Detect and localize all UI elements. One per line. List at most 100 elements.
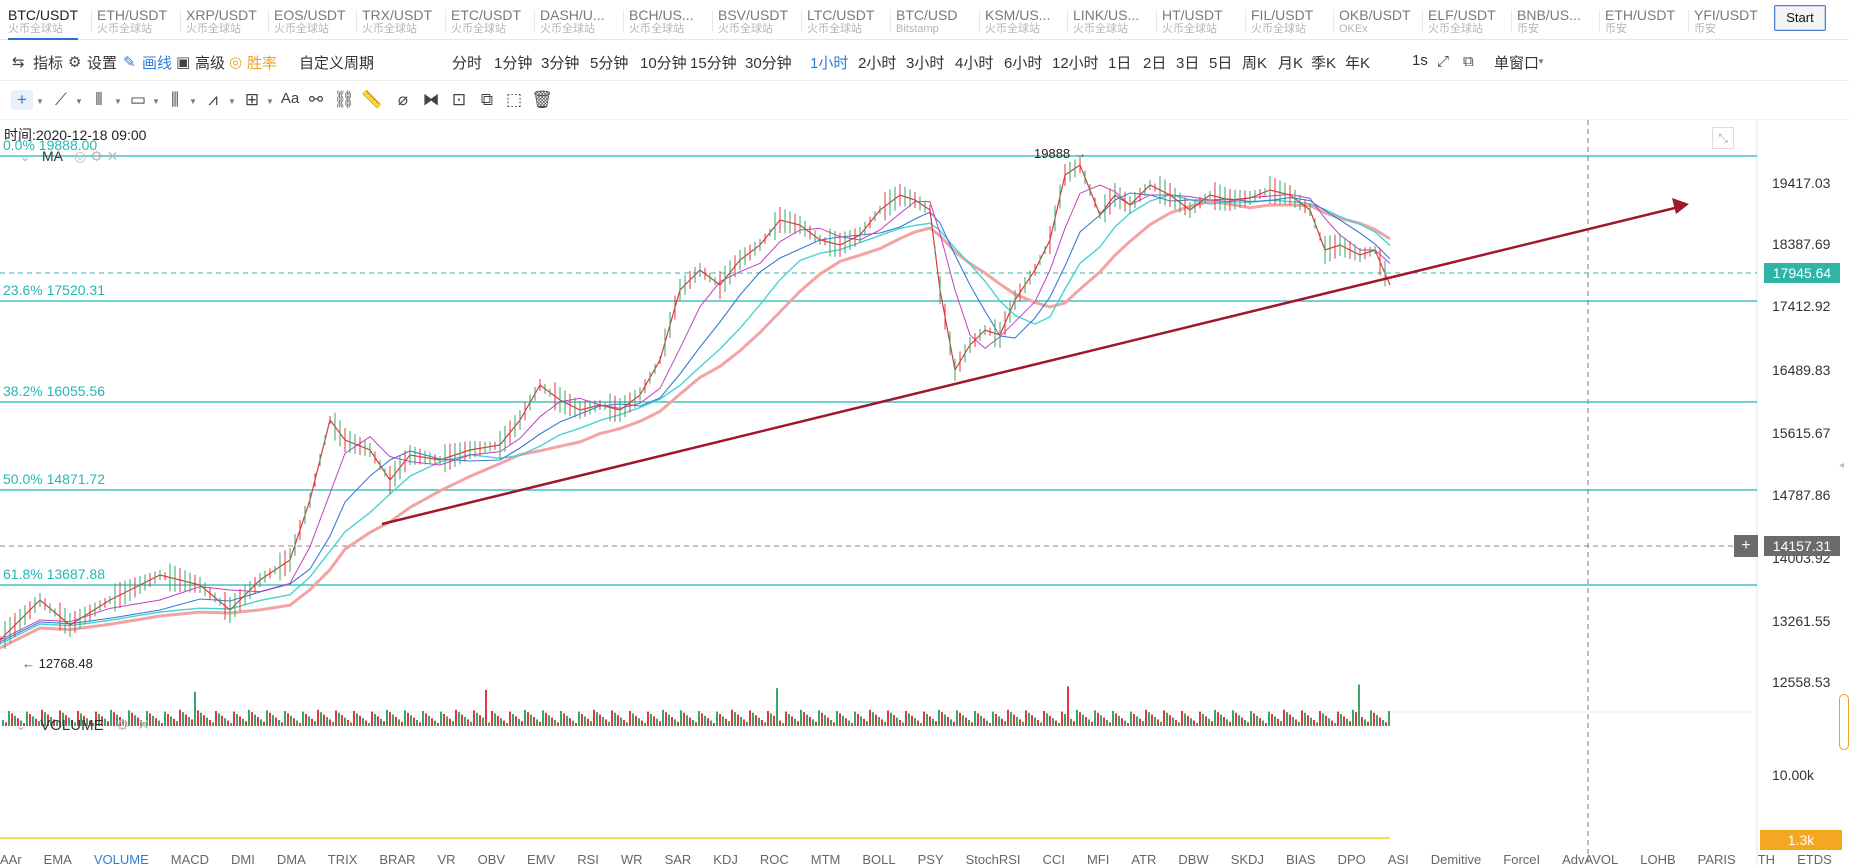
winrate-button[interactable]: 胜率 <box>247 55 278 72</box>
pair-tab[interactable]: ELF/USDT 火币全球站 <box>1428 0 1496 40</box>
indicator-tab[interactable]: PARIS <box>1697 852 1736 865</box>
indicator-tab[interactable]: LOHB <box>1640 852 1676 865</box>
rectangle-icon[interactable]: ▭ <box>129 90 147 109</box>
indicator-tab[interactable]: EMA <box>43 852 72 865</box>
period-option[interactable]: 6小时 <box>1004 55 1043 72</box>
start-button[interactable]: Start <box>1774 5 1826 31</box>
trendline-icon[interactable]: ⟋ <box>55 90 67 109</box>
pair-tab[interactable]: YFI/USDT 币安 <box>1694 0 1758 40</box>
chevron-down-icon[interactable]: ⌄ <box>20 150 31 164</box>
indicator-tab[interactable]: Demitive <box>1430 852 1482 865</box>
indicator-tab[interactable]: ETDS <box>1797 852 1832 865</box>
close-icon[interactable]: ✕ <box>106 148 119 164</box>
expand-icon[interactable]: ⤡ <box>1712 127 1734 149</box>
period-option[interactable]: 季K <box>1311 55 1337 72</box>
price-chart[interactable] <box>0 120 1849 865</box>
indicator-tab[interactable]: RSI <box>577 852 599 865</box>
parallel-lines-icon[interactable]: ⫴ <box>95 90 103 109</box>
pair-tab[interactable]: BTC/USD Bitstamp <box>896 0 957 40</box>
period-option[interactable]: 2日 <box>1143 55 1167 72</box>
pair-tab[interactable]: FIL/USDT 火币全球站 <box>1251 0 1313 40</box>
period-option[interactable]: 1小时 <box>810 55 849 72</box>
period-option[interactable]: 4小时 <box>955 55 994 72</box>
indicator-tab[interactable]: KDJ <box>713 852 738 865</box>
indicator-tab[interactable]: DBW <box>1178 852 1209 865</box>
trash-icon[interactable]: 🗑 <box>531 90 553 109</box>
add-alert-button[interactable]: + <box>1734 535 1758 557</box>
indicator-tab[interactable]: DPO <box>1337 852 1366 865</box>
pair-tab[interactable]: BCH/US... 火币全球站 <box>629 0 694 40</box>
indicator-tab[interactable]: AAr <box>0 852 22 865</box>
indicator-tab[interactable]: CCI <box>1042 852 1065 865</box>
lock-icon[interactable]: ⊡ <box>451 90 467 109</box>
period-option[interactable]: 5分钟 <box>590 55 629 72</box>
pair-tab[interactable]: EOS/USDT 火币全球站 <box>274 0 346 40</box>
indicator-tab[interactable]: TH <box>1757 852 1776 865</box>
period-option[interactable]: 12小时 <box>1052 55 1099 72</box>
pair-tab[interactable]: TRX/USDT 火币全球站 <box>362 0 432 40</box>
period-option[interactable]: 2小时 <box>858 55 897 72</box>
indicator-tab[interactable]: BRAR <box>379 852 416 865</box>
pair-tab[interactable]: OKB/USDT OKEx <box>1339 0 1411 40</box>
copy-icon[interactable]: ⧉ <box>480 90 494 109</box>
period-option[interactable]: 3分钟 <box>541 55 580 72</box>
pair-tab[interactable]: XRP/USDT 火币全球站 <box>186 0 257 40</box>
period-option[interactable]: 月K <box>1278 55 1304 72</box>
indicator-tab[interactable]: ASI <box>1387 852 1409 865</box>
gear-icon[interactable]: ⚙ <box>90 148 103 164</box>
text-icon[interactable]: Aa <box>280 90 300 107</box>
custom-period-select[interactable]: 自定义周期 <box>299 55 375 72</box>
advanced-button[interactable]: 高级 <box>195 55 226 72</box>
indicator-button[interactable]: 指标 <box>33 55 64 72</box>
pair-tab[interactable]: BSV/USDT 火币全球站 <box>718 0 788 40</box>
pair-tab[interactable]: ETH/USDT 币安 <box>1605 0 1675 40</box>
period-option[interactable]: 1日 <box>1108 55 1132 72</box>
pair-tab[interactable]: KSM/US... 火币全球站 <box>985 0 1050 40</box>
indicator-tab[interactable]: ATR <box>1131 852 1157 865</box>
gear-icon[interactable]: ⚙ <box>115 717 130 734</box>
period-option[interactable]: 年K <box>1345 55 1371 72</box>
eye-icon[interactable]: ◎ <box>74 148 87 164</box>
indicator-tab[interactable]: MFI <box>1086 852 1110 865</box>
close-icon[interactable]: ✕ <box>137 717 150 734</box>
period-option[interactable]: 3小时 <box>906 55 945 72</box>
popout-icon[interactable]: ⧉ <box>1463 53 1474 70</box>
indicator-tab[interactable]: ForceI <box>1503 852 1541 865</box>
period-option[interactable]: 10分钟 <box>640 55 687 72</box>
pair-tab[interactable]: DASH/U... 火币全球站 <box>540 0 605 40</box>
link-icon[interactable]: ⛓ <box>333 90 355 109</box>
settings-button[interactable]: 设置 <box>87 55 118 72</box>
indicator-tab[interactable]: EMV <box>527 852 556 865</box>
chevron-down-icon[interactable]: ⌄ <box>16 719 27 733</box>
period-option[interactable]: 分时 <box>452 55 483 72</box>
period-option[interactable]: 15分钟 <box>690 55 737 72</box>
pair-tab[interactable]: ETH/USDT 火币全球站 <box>97 0 167 40</box>
indicator-tab[interactable]: TRIX <box>327 852 358 865</box>
magnet-icon[interactable]: ⚯ <box>308 90 324 109</box>
eye-icon[interactable]: ⌀ <box>397 90 409 109</box>
period-option[interactable]: 3日 <box>1176 55 1200 72</box>
ruler-icon[interactable]: 📏 <box>361 90 383 109</box>
pair-tab[interactable]: LTC/USDT 火币全球站 <box>807 0 874 40</box>
pair-tab[interactable]: BNB/US... 币安 <box>1517 0 1581 40</box>
measure-icon[interactable]: ⊞ <box>244 90 260 109</box>
frame-icon[interactable]: ⬚ <box>505 90 523 109</box>
indicator-tab[interactable]: SKDJ <box>1230 852 1264 865</box>
indicator-tab[interactable]: BIAS <box>1285 852 1316 865</box>
indicator-tab[interactable]: ROC <box>759 852 789 865</box>
indicator-tab[interactable]: VOLUME <box>93 852 149 865</box>
collapse-handle-icon[interactable]: ◂ <box>1839 460 1845 471</box>
fib-icon[interactable]: ⫼ <box>171 90 179 109</box>
scrollbar-thumb[interactable] <box>1839 694 1849 750</box>
indicator-tab[interactable]: MACD <box>170 852 210 865</box>
indicator-tab[interactable]: MTM <box>810 852 841 865</box>
fullscreen-icon[interactable]: ⤢ <box>1437 53 1450 70</box>
pair-tab[interactable]: HT/USDT 火币全球站 <box>1162 0 1223 40</box>
pair-tab[interactable]: LINK/US... 火币全球站 <box>1073 0 1139 40</box>
indicator-tab[interactable]: OBV <box>477 852 506 865</box>
handle-icon[interactable]: ⧓ <box>422 90 440 109</box>
indicator-tab[interactable]: SAR <box>664 852 692 865</box>
pair-tab[interactable]: BTC/USDT 火币全球站 <box>8 0 78 40</box>
indicator-tab[interactable]: WR <box>620 852 643 865</box>
drawline-button[interactable]: 画线 <box>142 55 173 72</box>
